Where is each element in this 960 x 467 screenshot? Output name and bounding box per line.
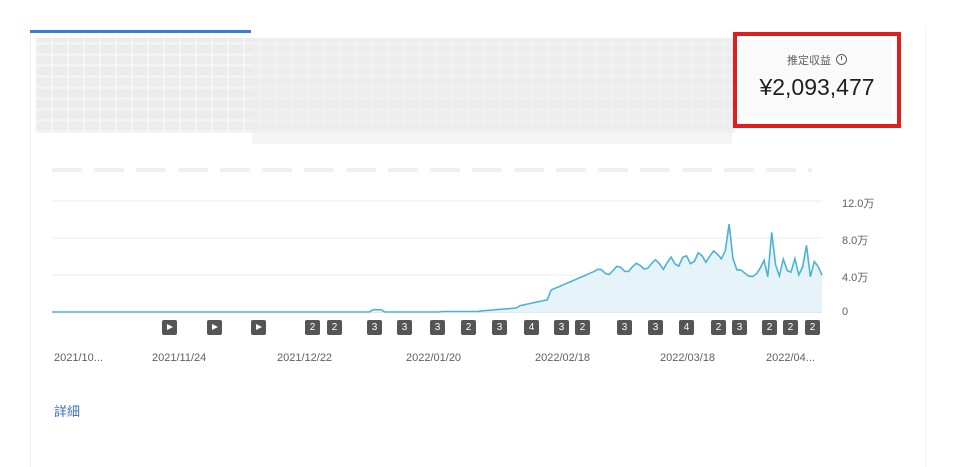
video-marker-count[interactable]: 2 [805, 320, 820, 335]
x-tick-label: 2022/01/20 [406, 352, 462, 364]
revenue-metric-tab[interactable] [742, 40, 892, 118]
x-tick-label: 2021/12/22 [277, 352, 333, 364]
video-marker-count[interactable]: 3 [617, 320, 632, 335]
blurred-metrics-area-secondary [252, 38, 732, 144]
video-marker-play-icon[interactable] [162, 320, 177, 335]
details-link[interactable]: 詳細 [54, 405, 81, 420]
video-marker-count[interactable]: 2 [783, 320, 798, 335]
video-marker-play-icon[interactable] [251, 320, 266, 335]
video-marker-count[interactable]: 2 [711, 320, 726, 335]
y-tick-label: 4.0万 [842, 272, 869, 284]
video-marker-count[interactable]: 3 [397, 320, 412, 335]
video-marker-count[interactable]: 2 [305, 320, 320, 335]
revenue-label-text: 推定収益 [787, 54, 831, 67]
series-line [52, 223, 823, 313]
y-tick-label: 0 [842, 306, 849, 318]
video-marker-count[interactable]: 3 [492, 320, 507, 335]
video-marker-count[interactable]: 4 [524, 320, 539, 335]
video-marker-count[interactable]: 3 [367, 320, 382, 335]
x-tick-label: 2022/03/18 [660, 352, 716, 364]
video-marker-count[interactable]: 3 [648, 320, 663, 335]
video-marker-count[interactable]: 2 [327, 320, 342, 335]
video-marker-count[interactable]: 3 [732, 320, 747, 335]
blurred-subtitle [52, 168, 812, 172]
video-marker-play-icon[interactable] [207, 320, 222, 335]
highlight-box [733, 32, 901, 128]
x-tick-label: 2021/11/24 [152, 352, 207, 364]
clock-icon [836, 54, 847, 65]
video-marker-count[interactable]: 2 [762, 320, 777, 335]
revenue-value: ¥2,093,477 [759, 74, 875, 100]
y-tick-label: 12.0万 [842, 198, 875, 210]
selected-tab-indicator [30, 30, 251, 33]
revenue-label: 推定収益 [742, 52, 892, 68]
x-tick-label: 2022/02/18 [535, 352, 591, 364]
video-marker-count[interactable]: 3 [554, 320, 569, 335]
video-marker-count[interactable]: 3 [430, 320, 445, 335]
video-marker-count[interactable]: 2 [461, 320, 476, 335]
video-marker-count[interactable]: 4 [679, 320, 694, 335]
video-marker-count[interactable]: 2 [575, 320, 590, 335]
y-tick-label: 8.0万 [842, 235, 869, 247]
x-tick-label: 2022/04... [766, 352, 815, 364]
series-area [52, 224, 822, 312]
x-tick-label: 2021/10... [54, 352, 103, 364]
